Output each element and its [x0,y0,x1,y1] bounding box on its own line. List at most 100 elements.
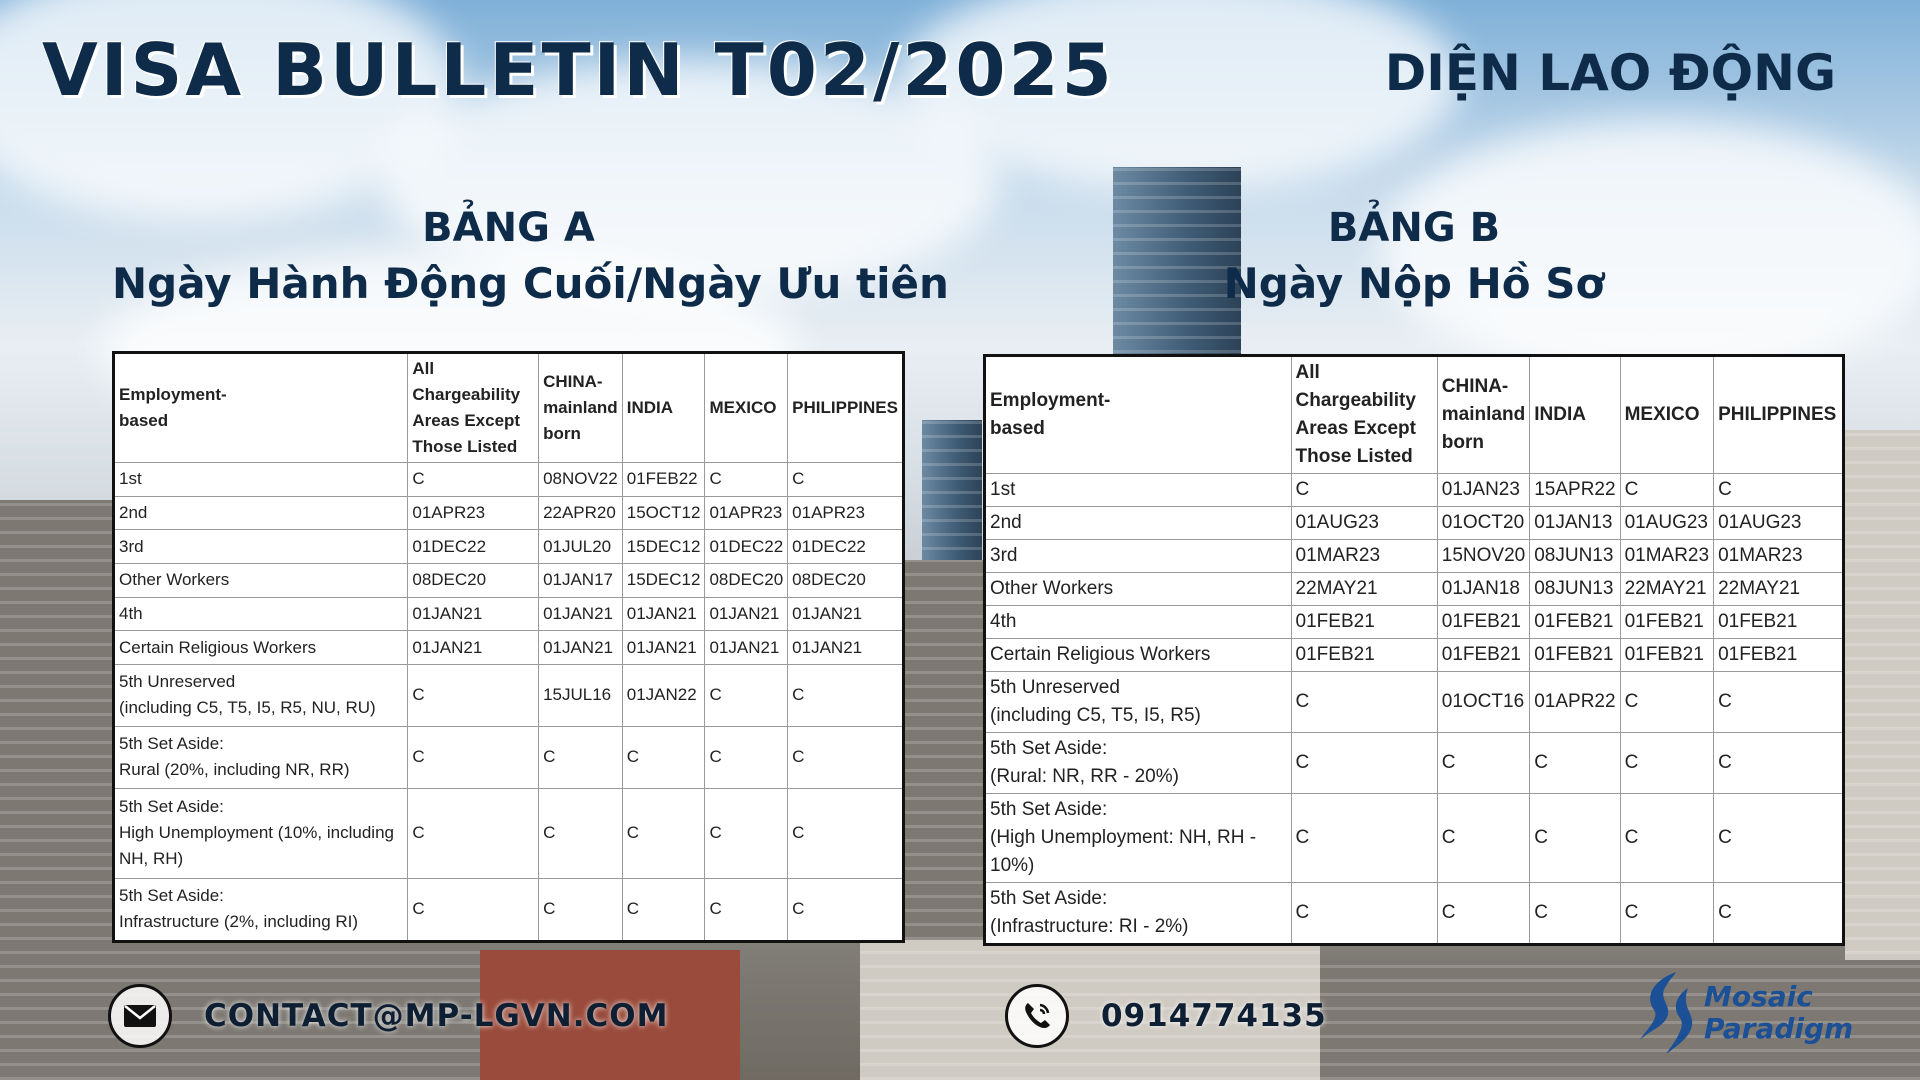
table-b-subtitle: Ngày Nộp Hồ Sơ [1223,259,1605,308]
date-cell: C [1529,732,1621,794]
date-cell: C [407,787,540,879]
date-cell: C [538,787,623,879]
date-cell: C [1436,732,1531,794]
category-cell: Certain Religious Workers [112,630,409,665]
table-a-heading: BẢNG A Ngày Hành Động Cuối/Ngày Ưu tiên [112,202,949,314]
date-cell: 01MAR23 [1290,539,1438,573]
date-cell: 01AUG23 [1619,506,1715,540]
date-cell: 15APR22 [1529,473,1621,507]
date-cell: 01JAN21 [787,596,904,632]
category-cell: Other Workers [112,562,409,598]
table-row: 4th 01JAN21 01JAN21 01JAN21 01JAN21 01JAN21 [112,596,904,632]
category-title: DIỆN LAO ĐỘNG [1384,44,1836,102]
table-row: 5th Set Aside: (Infrastructure: RI - 2%) C… [984,882,1844,945]
table-row: Other Workers 22MAY21 01JAN18 08JUN13 22MAY2… [984,572,1844,606]
phone-number[interactable]: 0914774135 [1101,998,1327,1034]
date-cell: 01APR23 [787,495,904,531]
date-cell: 01JAN18 [1436,572,1531,606]
column-header: INDIA [621,352,706,463]
date-cell: 01JAN21 [407,630,540,665]
date-cell: C [407,877,540,943]
category-cell: 5th Set Aside: (Rural: NR, RR - 20%) [984,732,1292,794]
date-cell: C [1713,882,1844,945]
date-cell: 01APR23 [704,495,789,531]
date-cell: C [1290,732,1438,794]
date-cell: C [1619,671,1715,733]
date-cell: 08NOV22 [538,462,623,497]
dates-for-filing-table: Employment-based All Chargeability Areas E… [983,354,1845,946]
date-cell: C [621,877,706,943]
category-cell: 1st [984,473,1292,507]
date-cell: 01OCT20 [1436,506,1531,540]
logo-mark-icon [1640,972,1693,1054]
category-cell: 1st [112,462,409,497]
date-cell: 08DEC20 [407,562,540,598]
table-row: Other Workers 08DEC20 01JAN17 15DEC12 08DEC2… [112,562,904,598]
column-header: All Chargeability Areas Except Those Liste… [1290,355,1438,474]
date-cell: C [407,663,540,727]
date-cell: 01APR23 [407,495,540,531]
date-cell: 08JUN13 [1529,539,1621,573]
date-cell: 01APR22 [1529,671,1621,733]
date-cell: 22APR20 [538,495,623,531]
date-cell: 01FEB21 [1713,638,1844,672]
date-cell: C [1436,882,1531,945]
date-cell: 22MAY21 [1619,572,1715,606]
category-cell: 5th Set Aside: (High Unemployment: NH, RH… [984,793,1292,883]
date-cell: 01FEB22 [621,462,706,497]
table-row: 1st C 01JAN23 15APR22 C C [984,473,1844,507]
date-cell: 01MAR23 [1619,539,1715,573]
date-cell: 08DEC20 [704,562,789,598]
table-row: Certain Religious Workers 01JAN21 01JAN21 0… [112,630,904,665]
date-cell: C [538,877,623,943]
date-cell: 01AUG23 [1713,506,1844,540]
table-b-title: BẢNG B [1327,205,1501,251]
table-header-row: Employment-based All Chargeability Areas Ex… [112,352,904,463]
category-cell: 5th Set Aside: Rural (20%, including NR, … [112,725,409,789]
table-row: 5th Set Aside: Infrastructure (2%, includ… [112,877,904,943]
date-cell: 01MAR23 [1713,539,1844,573]
column-header: Employment-based [984,355,1292,474]
date-cell: 15JUL16 [538,663,623,727]
table-header-row: Employment-based All Chargeability Areas E… [984,355,1844,474]
date-cell: 01JAN21 [787,630,904,665]
date-cell: C [1713,793,1844,883]
column-header: CHINA-mainland born [1436,355,1531,474]
date-cell: C [1290,882,1438,945]
date-cell: C [1436,793,1531,883]
date-cell: 15DEC12 [621,562,706,598]
date-cell: C [1619,473,1715,507]
envelope-icon [108,984,172,1048]
date-cell: C [787,462,904,497]
email-contact[interactable]: CONTACT@MP-LGVN.COM [108,984,668,1048]
table-row: 5th Unreserved (including C5, T5, I5, R5,… [112,663,904,727]
column-header: MEXICO [1619,355,1715,474]
date-cell: C [704,725,789,789]
date-cell: C [621,787,706,879]
email-address[interactable]: CONTACT@MP-LGVN.COM [204,998,669,1034]
date-cell: 01FEB21 [1619,638,1715,672]
category-cell: 2nd [112,495,409,531]
logo-text: Mosaic Paradigm [1704,981,1853,1045]
column-header: PHILIPPINES [787,352,904,463]
date-cell: C [407,462,540,497]
category-cell: 5th Unreserved (including C5, T5, I5, R5) [984,671,1292,733]
category-cell: 5th Set Aside: (Infrastructure: RI - 2%) [984,882,1292,945]
date-cell: C [1619,882,1715,945]
table-row: 3rd 01DEC22 01JUL20 15DEC12 01DEC22 01DEC22 [112,529,904,564]
table-row: 5th Unreserved (including C5, T5, I5, R5)… [984,671,1844,733]
date-cell: 01JAN13 [1529,506,1621,540]
date-cell: 01DEC22 [704,529,789,564]
date-cell: C [704,877,789,943]
date-cell: 01JAN21 [704,596,789,632]
table-b-heading: BẢNG B Ngày Nộp Hồ Sơ [983,202,1845,314]
date-cell: C [538,725,623,789]
date-cell: 22MAY21 [1713,572,1844,606]
date-cell: C [1290,473,1438,507]
table-row: 3rd 01MAR23 15NOV20 08JUN13 01MAR23 01MAR23 [984,539,1844,573]
date-cell: 01JAN17 [538,562,623,598]
date-cell: C [704,663,789,727]
date-cell: 01JUL20 [538,529,623,564]
date-cell: 01FEB21 [1529,638,1621,672]
phone-contact[interactable]: 0914774135 [1005,984,1327,1048]
